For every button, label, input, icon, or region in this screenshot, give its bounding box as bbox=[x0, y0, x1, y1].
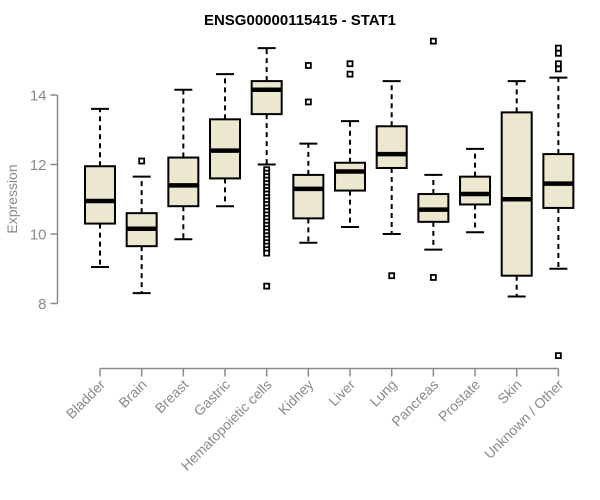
iqr-box bbox=[84, 165, 116, 225]
iqr-box bbox=[167, 156, 200, 208]
x-category-label: Kidney bbox=[275, 376, 317, 418]
outlier-point bbox=[429, 274, 437, 281]
outlier-point bbox=[554, 49, 562, 57]
iqr-box bbox=[542, 153, 575, 209]
iqr-box bbox=[334, 161, 367, 192]
outlier-point bbox=[138, 157, 146, 165]
boxplot-breast bbox=[167, 88, 200, 241]
outlier-point bbox=[263, 282, 271, 290]
boxplot-bladder bbox=[84, 107, 116, 269]
x-category-label: Brain bbox=[115, 376, 149, 410]
y-tick-label: 8 bbox=[38, 296, 46, 313]
outlier-point bbox=[346, 70, 354, 78]
chart-title: ENSG00000115415 - STAT1 bbox=[204, 12, 396, 29]
outlier-point bbox=[388, 272, 396, 280]
x-category-label: Prostate bbox=[435, 376, 483, 424]
y-tick-label: 14 bbox=[30, 88, 47, 105]
boxplot-liver bbox=[334, 60, 367, 229]
boxplot-prostate bbox=[459, 147, 492, 234]
outlier-point bbox=[263, 249, 271, 257]
boxplot-kidney bbox=[292, 62, 325, 244]
boxplot-brain bbox=[125, 157, 158, 295]
outlier-point bbox=[554, 65, 562, 73]
boxplot-hematopoietic-cells bbox=[250, 47, 283, 290]
x-category-label: Liver bbox=[325, 376, 358, 409]
outlier-point bbox=[429, 37, 437, 45]
x-category-label: Lung bbox=[366, 376, 399, 409]
x-category-label: Breast bbox=[152, 376, 192, 416]
iqr-box bbox=[292, 173, 325, 220]
iqr-box bbox=[375, 125, 408, 169]
boxplot-unknown-other bbox=[542, 44, 575, 360]
outlier-point bbox=[554, 44, 562, 52]
boxplot-lung bbox=[375, 80, 408, 280]
y-tick-label: 10 bbox=[30, 227, 47, 244]
boxplot-series bbox=[84, 37, 575, 360]
outlier-point bbox=[554, 352, 562, 360]
iqr-box bbox=[500, 111, 533, 277]
outlier-point bbox=[304, 62, 312, 69]
y-axis-label: Expression bbox=[4, 164, 20, 233]
outlier-point bbox=[346, 60, 354, 68]
x-category-label: Unknown / Other bbox=[481, 376, 567, 462]
boxplot-skin bbox=[500, 80, 533, 298]
iqr-box bbox=[459, 175, 492, 206]
x-category-label: Skin bbox=[494, 376, 525, 407]
iqr-box bbox=[250, 80, 283, 116]
x-category-label: Bladder bbox=[63, 376, 109, 422]
boxplot-gastric bbox=[209, 73, 242, 208]
y-tick-label: 12 bbox=[30, 157, 47, 174]
outlier-point bbox=[554, 60, 562, 68]
outlier-point bbox=[304, 98, 312, 106]
boxplot-pancreas bbox=[417, 37, 450, 281]
